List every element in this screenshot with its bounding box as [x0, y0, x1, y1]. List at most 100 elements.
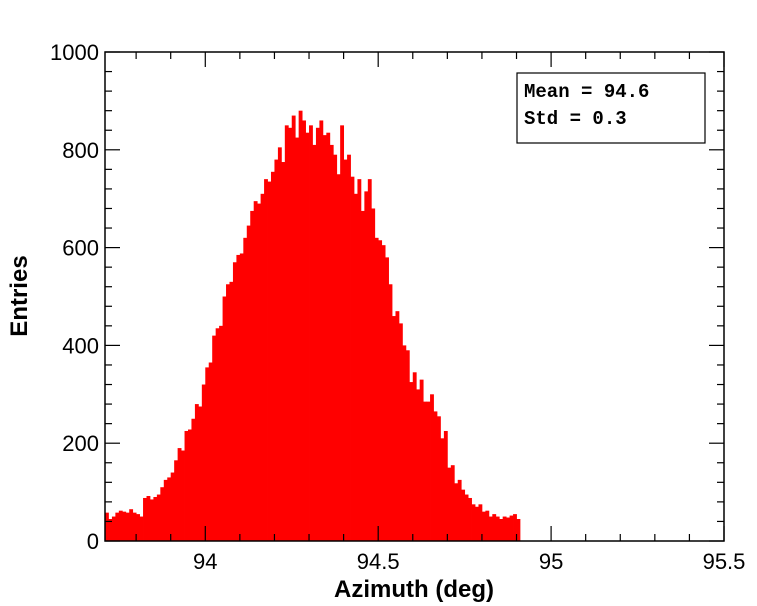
histogram-bar [433, 411, 438, 541]
histogram-bar [395, 311, 400, 541]
histogram-bar [281, 162, 286, 541]
histogram-bar [485, 510, 490, 541]
histogram-bar [423, 401, 428, 541]
histogram-bar [340, 125, 345, 541]
histogram-bar [364, 191, 369, 541]
x-tick-label: 94 [193, 549, 217, 574]
histogram-bar [488, 516, 493, 541]
histogram-bar [298, 110, 303, 542]
histogram-bar [236, 254, 241, 541]
y-tick-label: 200 [62, 431, 99, 456]
histogram-bar [336, 174, 341, 541]
histogram-bar [454, 483, 459, 541]
histogram-bar [481, 511, 486, 541]
histogram-bar [475, 506, 479, 541]
histogram-bar [156, 494, 161, 541]
histogram-bar [232, 262, 237, 541]
histogram-bar [201, 384, 206, 541]
histogram-bar [118, 510, 123, 541]
histogram-bar [357, 179, 362, 541]
histogram-bar [440, 438, 445, 541]
histogram-bar [378, 240, 383, 541]
plot-frame [104, 51, 725, 542]
histogram-bar [450, 465, 455, 541]
histogram-bar [353, 193, 358, 541]
histogram-bar [464, 494, 469, 541]
histogram-bar [125, 512, 130, 541]
histogram-bar [277, 147, 282, 541]
histogram-bar [253, 201, 258, 541]
histogram-bar [319, 120, 324, 542]
histogram-bar [385, 257, 389, 541]
y-tick-label: 1000 [50, 40, 99, 65]
histogram-bar [367, 179, 372, 541]
y-tick-label: 800 [62, 138, 99, 163]
axis-ticks [105, 51, 725, 542]
x-tick-label: 94.5 [357, 549, 400, 574]
histogram-bar [495, 516, 500, 541]
histogram-bar [461, 489, 466, 541]
histogram-bar [167, 477, 172, 541]
histogram-bar [371, 208, 376, 542]
histogram-bar [198, 406, 203, 541]
histogram-bar [184, 430, 189, 541]
histogram-bar [305, 132, 310, 541]
histogram-bar [315, 127, 320, 542]
histogram-bar [219, 325, 223, 541]
histogram-bar [181, 450, 185, 541]
histogram-bar [105, 512, 109, 541]
histogram-bars [105, 110, 521, 542]
histogram-bar [381, 245, 386, 541]
stats-std: Std = 0.3 [524, 108, 627, 130]
histogram-bar [516, 519, 521, 541]
histogram-bar [288, 127, 293, 542]
histogram-bar [143, 497, 147, 541]
histogram-bar [326, 132, 331, 541]
y-tick-label: 400 [62, 333, 99, 358]
histogram-bar [447, 467, 452, 541]
histogram-bar [426, 401, 431, 541]
histogram-bar [506, 517, 510, 541]
histogram-bar [322, 135, 327, 541]
histogram-bar [129, 509, 134, 541]
histogram-bar [343, 159, 348, 541]
histogram-bar [492, 514, 497, 541]
histogram-bar [471, 504, 476, 541]
y-tick-labels: 0 200 400 600 800 1000 [50, 40, 99, 554]
histogram-bar [350, 176, 355, 541]
histogram-bar [260, 193, 265, 541]
histogram-bar [177, 448, 182, 541]
histogram-bar [115, 512, 120, 541]
histogram-bar [222, 296, 227, 541]
y-tick-label: 0 [87, 529, 99, 554]
histogram-bar [309, 125, 313, 541]
stats-mean: Mean = 94.6 [524, 81, 649, 103]
histogram-bar [329, 144, 334, 541]
histogram-bar [416, 389, 421, 541]
histogram-bar [468, 497, 472, 541]
histogram-bar [333, 154, 338, 541]
histogram-bar [239, 253, 244, 541]
histogram-bar [170, 472, 175, 541]
histogram-bar [187, 429, 192, 541]
x-tick-label: 95 [539, 549, 563, 574]
histogram-bar [284, 125, 289, 541]
histogram-bar [291, 115, 296, 541]
histogram-bar [136, 514, 140, 541]
histogram-bar [509, 515, 514, 541]
histogram-bar [374, 237, 379, 541]
histogram-bar [478, 504, 483, 541]
stats-box: Mean = 94.6 Std = 0.3 [516, 72, 706, 144]
histogram-bar [436, 416, 441, 541]
histogram-bar [312, 144, 317, 541]
histogram-bar [153, 496, 158, 541]
histogram-bar [194, 404, 199, 541]
histogram-bar [392, 316, 396, 541]
histogram-bar [257, 203, 262, 541]
histogram-bar [302, 120, 306, 542]
histogram-bar [295, 137, 300, 541]
histogram-bar [208, 362, 213, 541]
x-axis-title: Azimuth (deg) [334, 576, 494, 603]
histogram-bar [174, 460, 179, 541]
histogram-bar [132, 512, 137, 541]
